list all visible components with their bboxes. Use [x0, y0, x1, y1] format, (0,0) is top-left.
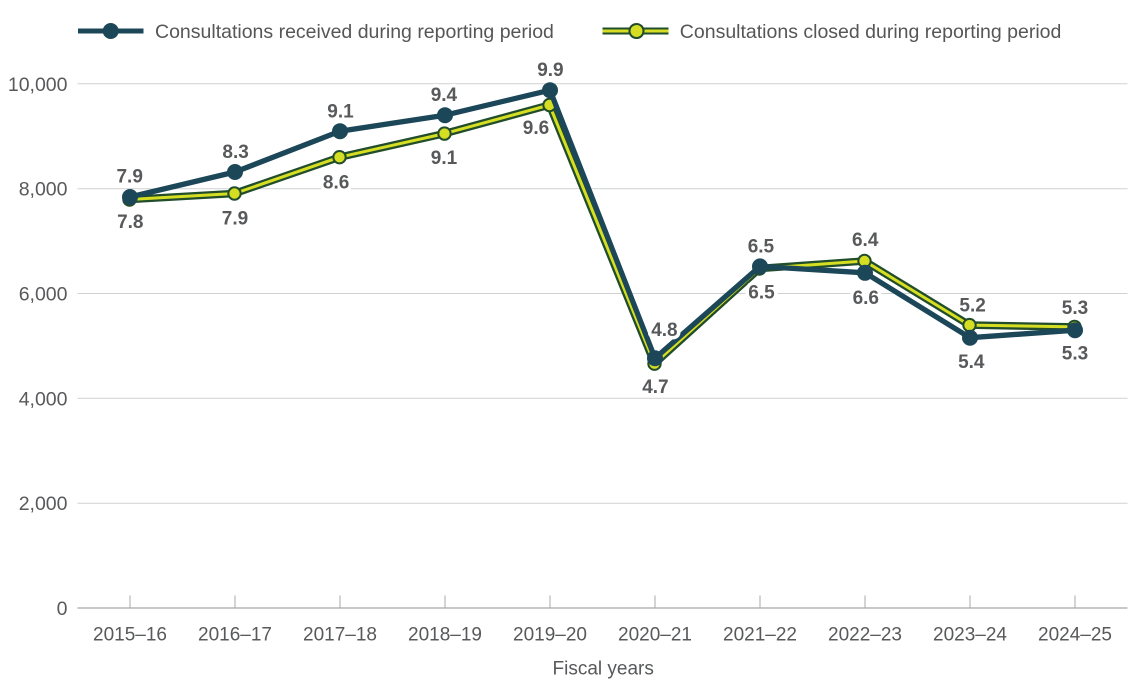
svg-text:8,000: 8,000: [19, 179, 68, 201]
svg-text:2022–23: 2022–23: [828, 625, 902, 646]
svg-text:2017–18: 2017–18: [303, 625, 377, 646]
svg-text:10,000: 10,000: [8, 74, 68, 96]
svg-text:2021–22: 2021–22: [723, 625, 797, 646]
svg-text:5.2: 5.2: [959, 296, 985, 317]
svg-text:2024–25: 2024–25: [1038, 625, 1112, 646]
svg-text:6.5: 6.5: [748, 237, 775, 258]
svg-text:4,000: 4,000: [19, 388, 68, 410]
svg-text:2018–19: 2018–19: [408, 625, 482, 646]
svg-text:8.6: 8.6: [323, 173, 349, 194]
svg-text:9.1: 9.1: [327, 101, 354, 122]
svg-text:9.1: 9.1: [431, 148, 458, 169]
svg-text:4.7: 4.7: [642, 377, 668, 398]
svg-text:9.9: 9.9: [537, 60, 563, 81]
svg-text:2015–16: 2015–16: [93, 625, 167, 646]
svg-text:7.9: 7.9: [222, 209, 248, 230]
svg-text:2023–24: 2023–24: [933, 625, 1007, 646]
svg-text:6,000: 6,000: [19, 284, 68, 306]
svg-text:4.8: 4.8: [651, 320, 677, 341]
svg-text:8.3: 8.3: [222, 142, 248, 163]
svg-text:9.4: 9.4: [431, 85, 458, 106]
svg-text:9.6: 9.6: [523, 118, 549, 139]
svg-text:2,000: 2,000: [19, 493, 68, 515]
svg-text:Consultations received during: Consultations received during reporting …: [155, 21, 554, 43]
svg-text:6.5: 6.5: [748, 283, 775, 304]
svg-text:Fiscal years: Fiscal years: [553, 658, 654, 679]
svg-text:2020–21: 2020–21: [618, 625, 692, 646]
svg-text:7.9: 7.9: [116, 167, 142, 188]
svg-text:5.3: 5.3: [1062, 344, 1088, 365]
svg-text:7.8: 7.8: [117, 212, 143, 233]
svg-text:5.3: 5.3: [1062, 298, 1088, 319]
svg-text:2019–20: 2019–20: [513, 625, 587, 646]
svg-text:5.4: 5.4: [958, 352, 985, 373]
svg-text:Consultations closed during re: Consultations closed during reporting pe…: [680, 21, 1062, 43]
svg-text:0: 0: [57, 598, 68, 620]
svg-text:6.4: 6.4: [852, 230, 879, 251]
svg-text:6.6: 6.6: [853, 288, 879, 309]
svg-text:2016–17: 2016–17: [198, 625, 272, 646]
